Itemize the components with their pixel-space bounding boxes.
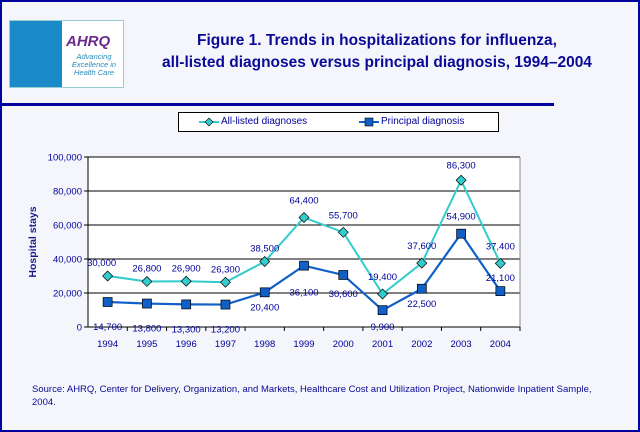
data-label: 54,900 — [447, 212, 476, 223]
data-label: 30,000 — [87, 258, 116, 269]
legend-item-principal: Principal diagnosis — [359, 116, 464, 127]
page-title: Figure 1. Trends in hospitalizations for… — [132, 30, 622, 74]
data-label: 55,700 — [329, 210, 358, 221]
data-point-principal — [416, 283, 427, 294]
y-tick-label: 60,000 — [53, 221, 82, 232]
data-label: 26,800 — [132, 263, 161, 274]
plot-area — [88, 157, 520, 327]
x-tick-label: 1994 — [97, 339, 118, 350]
y-tick-label: 40,000 — [53, 255, 82, 266]
data-point-all-listed — [416, 257, 428, 269]
title-line-2: all-listed diagnoses versus principal di… — [162, 54, 592, 71]
data-point-principal — [259, 287, 270, 298]
x-tick-label: 2000 — [333, 339, 354, 350]
title-line-1: Figure 1. Trends in hospitalizations for… — [197, 32, 557, 49]
data-point-all-listed — [337, 226, 349, 238]
data-label: 30,600 — [329, 289, 358, 300]
legend-item-all-listed: All-listed diagnoses — [199, 116, 307, 127]
data-label: 19,400 — [368, 272, 397, 283]
legend: All-listed diagnoses Principal diagnosis — [178, 112, 499, 132]
y-tick-label: 20,000 — [53, 289, 82, 300]
logo-text: AHRQ — [66, 33, 111, 50]
data-point-principal — [456, 228, 466, 239]
data-label: 20,400 — [250, 302, 279, 313]
data-label: 13,200 — [211, 325, 240, 336]
x-tick-label: 2002 — [411, 339, 432, 350]
data-label: 21,100 — [486, 273, 515, 284]
x-tick-label: 2001 — [372, 339, 393, 350]
data-point-principal — [181, 299, 192, 310]
data-point-principal — [102, 297, 113, 307]
data-point-all-listed — [102, 270, 114, 282]
x-tick-label: 1996 — [176, 339, 197, 350]
data-label: 36,100 — [289, 288, 318, 299]
x-tick-label: 1995 — [136, 339, 157, 350]
ahrq-logo: AHRQ Advancing Excellence in Health Care — [9, 20, 124, 88]
data-label: 22,500 — [407, 299, 436, 310]
square-marker-icon — [359, 117, 379, 126]
data-label: 14,700 — [93, 322, 122, 333]
data-point-principal — [142, 298, 152, 309]
data-point-principal — [377, 305, 388, 316]
data-label: 26,900 — [172, 263, 201, 274]
data-point-all-listed — [298, 212, 310, 224]
data-point-all-listed — [494, 257, 506, 269]
data-point-all-listed — [455, 174, 467, 186]
x-tick-label: 2003 — [451, 339, 472, 350]
data-label: 37,400 — [486, 241, 515, 252]
legend-label: Principal diagnosis — [381, 116, 465, 127]
source-note: Source: AHRQ, Center for Delivery, Organ… — [32, 384, 592, 408]
data-point-all-listed — [219, 276, 231, 288]
data-point-all-listed — [141, 275, 153, 287]
y-tick-label: 0 — [77, 323, 82, 334]
y-tick-label: 80,000 — [53, 187, 82, 198]
data-point-principal — [338, 270, 349, 280]
data-label: 9,900 — [371, 322, 395, 333]
data-label: 38,500 — [250, 244, 279, 255]
header-divider — [2, 103, 554, 106]
x-tick-label: 1997 — [215, 339, 236, 350]
legend-label: All-listed diagnoses — [221, 116, 308, 127]
diamond-marker-icon — [199, 117, 219, 126]
data-label: 37,600 — [407, 241, 436, 252]
data-label: 86,300 — [447, 160, 476, 171]
data-point-principal — [299, 260, 309, 271]
logo-tagline: Advancing Excellence in Health Care — [71, 52, 117, 77]
data-point-principal — [220, 299, 231, 310]
data-point-all-listed — [377, 288, 389, 300]
x-tick-label: 1999 — [293, 339, 314, 350]
data-label: 26,300 — [211, 264, 240, 275]
data-label: 13,800 — [132, 324, 161, 335]
data-point-all-listed — [180, 275, 192, 287]
data-label: 13,300 — [172, 324, 201, 335]
data-point-principal — [495, 286, 506, 296]
hhs-eagle-icon — [10, 21, 62, 87]
x-tick-label: 2004 — [490, 339, 511, 350]
x-tick-label: 1998 — [254, 339, 275, 350]
y-tick-label: 100,000 — [48, 153, 82, 164]
y-axis-label: Hospital stays — [27, 206, 39, 277]
data-point-all-listed — [259, 256, 271, 268]
data-label: 64,400 — [289, 196, 318, 207]
